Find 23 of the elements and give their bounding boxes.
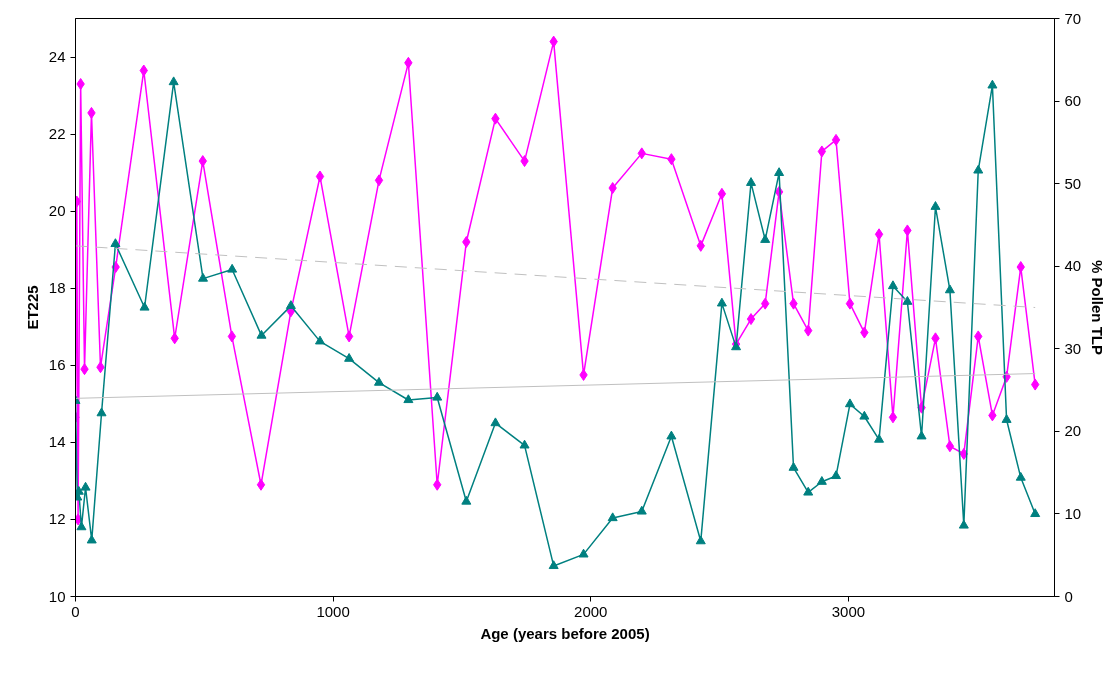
y-tick-label: 14 [48, 433, 66, 451]
y-tick-label: 16 [48, 356, 66, 374]
x-tick-label: 1000 [316, 602, 350, 620]
y-tick-label: 22 [48, 125, 66, 143]
y2-tick-label: 30 [1064, 339, 1082, 357]
x-tick-label: 2000 [574, 602, 608, 620]
y2-tick-label: 70 [1064, 9, 1082, 27]
y-tick-label: 18 [48, 279, 66, 297]
y-tick-label: 24 [48, 48, 66, 66]
y2-tick-label: 10 [1064, 504, 1082, 522]
y-tick-label: 10 [48, 587, 66, 605]
y2-tick-label: 0 [1064, 587, 1073, 605]
y-axis-title: ET225 [23, 285, 41, 330]
y2-tick-label: 20 [1064, 422, 1082, 440]
y2-tick-label: 50 [1064, 174, 1082, 192]
y2-tick-label: 60 [1064, 92, 1082, 110]
y-tick-label: 20 [48, 202, 66, 220]
x-tick-label: 0 [71, 602, 80, 620]
x-tick-label: 3000 [831, 602, 866, 620]
y2-axis-title: % Pollen TLP [1089, 260, 1107, 356]
y-tick-label: 12 [48, 510, 66, 528]
x-axis-title: Age (years before 2005) [480, 624, 650, 642]
y2-tick-label: 40 [1064, 257, 1082, 275]
